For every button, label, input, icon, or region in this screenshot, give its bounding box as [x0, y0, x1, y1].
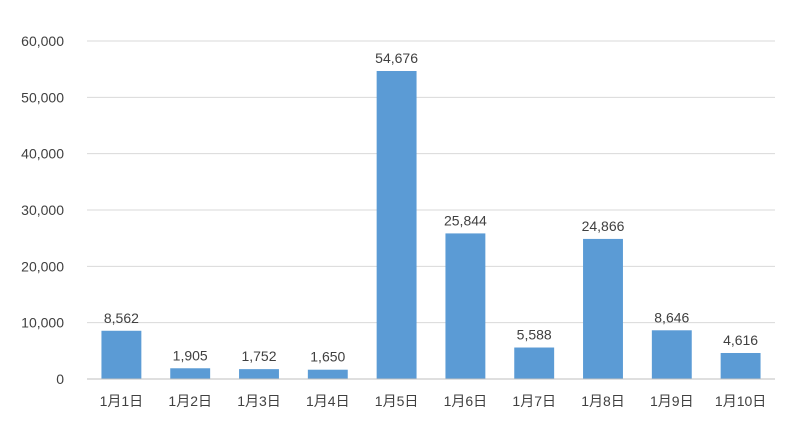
x-category-label: 1月10日	[715, 393, 766, 409]
bar	[720, 352, 761, 379]
data-label: 1,650	[310, 349, 345, 365]
bar	[376, 70, 417, 379]
data-labels: 8,562 1,905 1,752 1,650 54,676 25,844 5,588 24,…	[104, 50, 758, 365]
y-tick-label: 20,000	[21, 258, 64, 274]
data-label: 25,844	[444, 212, 487, 228]
bar	[170, 368, 211, 379]
data-label: 1,752	[241, 348, 276, 364]
x-category-label: 1月6日	[444, 393, 488, 409]
y-tick-label: 60,000	[21, 33, 64, 49]
y-tick-label: 0	[56, 371, 64, 387]
data-label: 4,616	[723, 332, 758, 348]
data-label: 1,905	[173, 347, 208, 363]
x-category-label: 1月1日	[100, 393, 144, 409]
x-category-label: 1月8日	[581, 393, 625, 409]
y-tick-label: 50,000	[21, 89, 64, 105]
bar	[514, 347, 555, 379]
x-category-label: 1月5日	[375, 393, 419, 409]
bar	[239, 369, 279, 379]
y-axis-tick-labels: 0 10,000 20,000 30,000 40,000 50,000 60,000	[21, 33, 64, 387]
y-tick-label: 30,000	[21, 202, 64, 218]
x-category-label: 1月9日	[650, 393, 694, 409]
x-category-label: 1月3日	[237, 393, 281, 409]
gridlines	[87, 40, 775, 324]
y-tick-label: 40,000	[21, 146, 64, 162]
bar	[101, 330, 142, 379]
bar	[583, 238, 623, 379]
x-category-label: 1月2日	[168, 393, 212, 409]
data-label: 54,676	[375, 50, 418, 66]
x-category-label: 1月4日	[306, 393, 350, 409]
data-label: 5,588	[517, 327, 552, 343]
bar	[445, 233, 486, 379]
bar	[307, 369, 348, 379]
data-label: 8,646	[654, 309, 689, 325]
x-category-label: 1月7日	[512, 393, 556, 409]
y-tick-label: 10,000	[21, 315, 64, 331]
bar	[651, 330, 692, 379]
data-label: 24,866	[582, 218, 625, 234]
bars	[101, 70, 761, 379]
data-label: 8,562	[104, 310, 139, 326]
x-axis-category-labels: 1月1日 1月2日 1月3日 1月4日 1月5日 1月6日 1月7日 1月8日 1月9日 1月10…	[100, 393, 767, 409]
